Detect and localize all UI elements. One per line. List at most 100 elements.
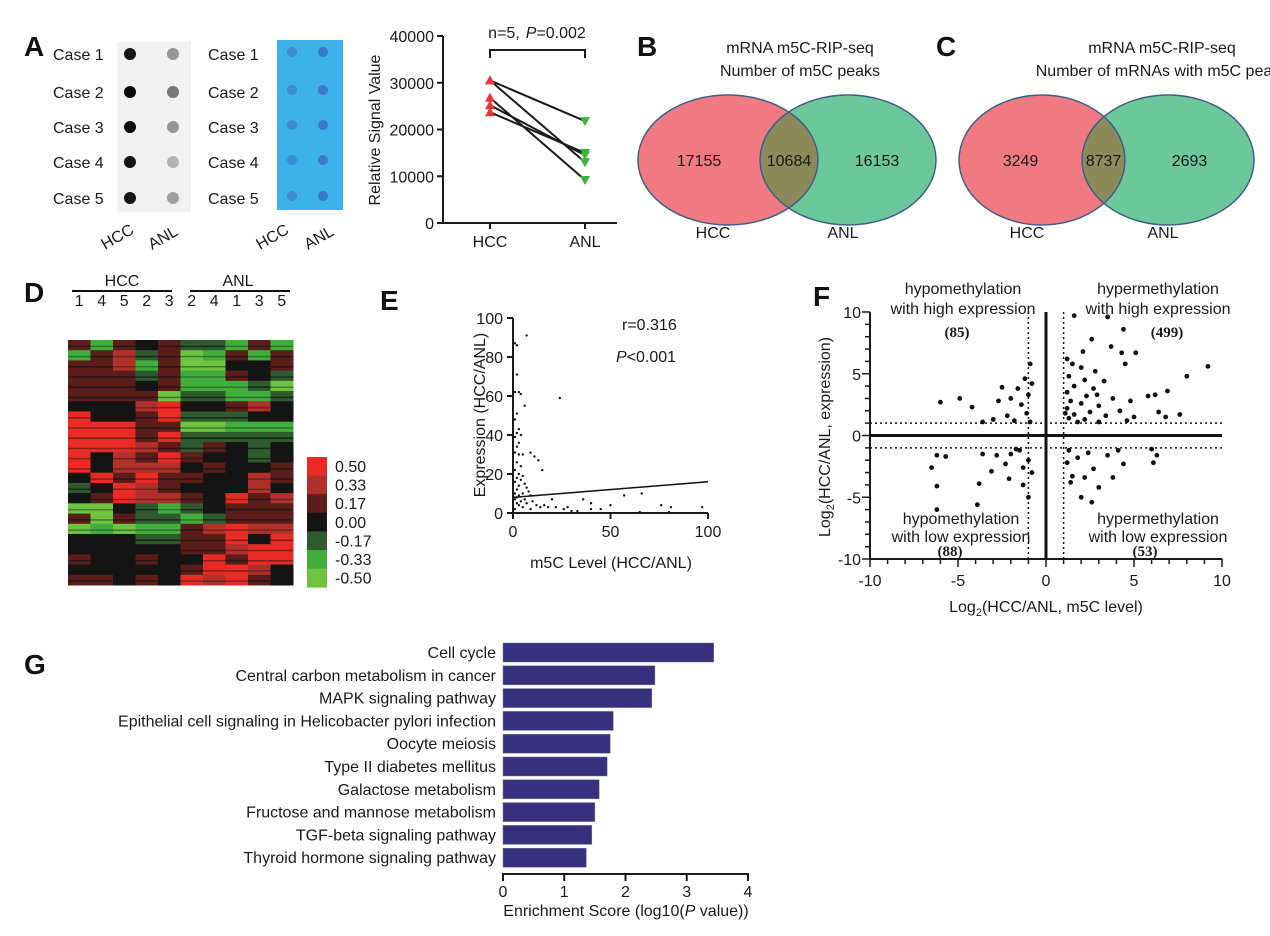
heatmap-stripe	[203, 468, 226, 470]
heatmap-cell	[203, 442, 226, 453]
x-tick-label: HCC	[473, 234, 508, 251]
heatmap-cell	[90, 503, 114, 515]
scatter-point	[537, 459, 540, 462]
heatmap-cell	[270, 533, 294, 545]
pathway-label: Epithelial cell signaling in Helicobacte…	[118, 713, 496, 730]
heatmap-stripe	[248, 366, 271, 368]
y-tick-label: -10	[838, 552, 861, 569]
y-tick-label: 20000	[390, 123, 435, 140]
heatmap-stripe	[158, 549, 181, 552]
scatter-point	[1124, 418, 1130, 424]
heatmap-stripe	[180, 406, 204, 409]
x-tick-label: 0	[1042, 573, 1051, 590]
scatter-point	[1115, 447, 1121, 453]
heatmap-cell	[225, 564, 249, 576]
scatter-point	[599, 507, 602, 511]
blot-dot-hcc	[124, 192, 136, 204]
heatmap-cell	[113, 391, 136, 402]
heatmap-stripe	[158, 498, 181, 501]
scatter-point	[1022, 376, 1028, 382]
hcc-point	[485, 107, 495, 117]
heatmap-cell	[90, 401, 114, 412]
scatter-point	[934, 452, 940, 458]
scatter-point	[980, 419, 986, 425]
scatter-point	[517, 494, 521, 497]
heatmap-stripe	[113, 519, 136, 521]
heatmap-stripe	[135, 437, 159, 439]
significance-bracket	[489, 49, 586, 58]
x-tick-label: 100	[695, 524, 722, 541]
correlation-p: P<0.001	[616, 349, 676, 366]
heatmap-stripe	[158, 437, 181, 439]
scatter-point	[582, 498, 585, 501]
scatter-point	[1020, 465, 1026, 471]
heatmap-stripe	[135, 508, 159, 511]
legend-swatch	[307, 550, 327, 569]
heatmap-cell	[225, 411, 249, 423]
heatmap-cell	[270, 564, 294, 576]
heatmap-cell	[158, 493, 181, 504]
x-tick-label: -10	[858, 573, 881, 590]
panel-d: D HCC ANL 1 4 5 2 3 2 4 1 3 50.500.330.170.00-0.1…	[24, 273, 372, 588]
heatmap-cell	[158, 350, 181, 361]
heatmap-stripe	[135, 580, 159, 582]
scatter-point	[980, 451, 986, 457]
venn-outline	[1081, 94, 1255, 226]
heatmap-stripe	[135, 447, 159, 450]
heatmap-stripe	[68, 488, 91, 491]
heatmap-cell	[158, 421, 181, 433]
scatter-point	[999, 384, 1005, 390]
heatmap-stripe	[68, 570, 91, 572]
heatmap-cell	[68, 493, 91, 504]
heatmap-cell	[158, 411, 181, 423]
heatmap-cell	[248, 564, 271, 576]
panel-label-f: F	[813, 281, 830, 312]
legend-label: 0.33	[335, 478, 366, 495]
heatmap-stripe	[248, 355, 271, 358]
scatter-point	[1018, 402, 1024, 408]
heatmap-stripe	[158, 376, 181, 378]
scatter-point	[1068, 480, 1074, 485]
scatter-point	[519, 392, 522, 396]
stain-dot-anl	[318, 47, 328, 57]
scatter-point	[576, 509, 579, 513]
heatmap-stripe	[113, 559, 136, 562]
heatmap-cell	[113, 350, 136, 361]
heatmap-cell	[113, 452, 136, 463]
heatmap-stripe	[270, 519, 294, 521]
venn-count-hcc-only: 17155	[677, 153, 722, 170]
scatter-point	[515, 373, 519, 376]
anl-point	[580, 148, 590, 158]
heatmap-cell	[248, 442, 271, 453]
legend-swatch	[307, 568, 327, 588]
heatmap-stripe	[248, 549, 271, 552]
venn-set-label-hcc: HCC	[1010, 225, 1045, 242]
heatmap-cell	[270, 503, 294, 515]
heatmap-stripe	[135, 570, 159, 572]
heatmap-cell	[225, 350, 249, 361]
heatmap-cell	[248, 391, 271, 402]
heatmap-cell	[158, 380, 181, 392]
x-axis-label: Log2(HCC/ANL, m5C level)	[949, 599, 1143, 619]
scatter-point	[990, 417, 996, 422]
heatmap-stripe	[203, 437, 226, 439]
scatter-point	[700, 505, 704, 509]
scatter-point	[513, 390, 517, 394]
heatmap-cell	[68, 544, 91, 555]
heatmap-stripe	[68, 355, 91, 358]
heatmap-cell	[180, 533, 204, 545]
blot-dots	[124, 47, 328, 204]
heatmap-stripe	[135, 376, 159, 378]
column-label: 4	[210, 293, 219, 310]
heatmap-cell	[90, 350, 114, 361]
heatmap-stripe	[180, 478, 204, 480]
heatmap-cell	[270, 360, 294, 372]
heatmap-cell	[90, 452, 114, 463]
heatmap-cell	[180, 544, 204, 555]
scatter-point	[1066, 447, 1072, 453]
heatmap-cell	[180, 574, 204, 586]
heatmap-stripe	[135, 519, 159, 521]
venn-outline	[637, 94, 819, 226]
heatmap-cell	[158, 533, 181, 545]
heatmap-cell	[270, 523, 294, 535]
